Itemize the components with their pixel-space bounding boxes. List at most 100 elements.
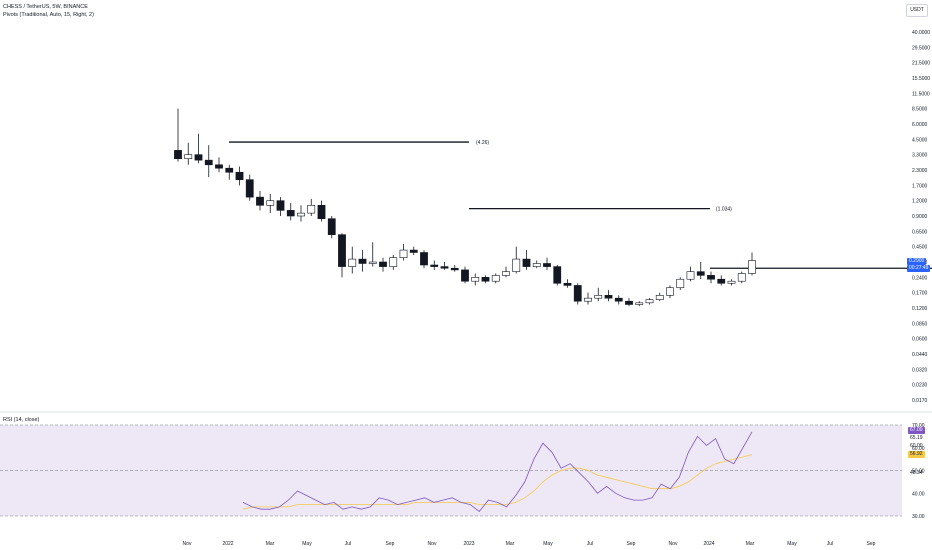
x-axis-tick: Mar	[266, 541, 275, 547]
candle-body	[245, 179, 254, 198]
x-axis-tick: May	[543, 541, 553, 547]
rsi-level-label: 65.19	[910, 435, 923, 441]
candle-body	[338, 234, 346, 267]
candle-body	[368, 261, 377, 264]
x-axis-tick: Jul	[345, 541, 351, 547]
candle-body	[737, 273, 746, 282]
candle-body	[491, 275, 500, 282]
candle-body	[184, 154, 193, 160]
x-axis-tick: Nov	[669, 541, 678, 547]
x-axis-tick: Nov	[183, 541, 192, 547]
pivot-label: (4.26)	[476, 140, 489, 146]
price-axis-tick: 0.1700	[912, 291, 928, 297]
x-axis-tick: Mar	[746, 541, 755, 547]
candle-body	[399, 249, 408, 258]
price-axis-tick: 11.5000	[912, 91, 930, 97]
indicator-title: Pivots (Traditional, Auto, 15, Right, 2)	[3, 12, 94, 18]
price-axis-tick: 0.0600	[912, 337, 928, 343]
candle-body	[512, 258, 521, 272]
x-axis-tick: May	[787, 541, 797, 547]
last-price-tag: 0.2900	[907, 258, 927, 265]
candle-body	[461, 269, 469, 282]
candle-body	[707, 275, 715, 280]
x-axis-tick: 2023	[463, 541, 474, 547]
candle-body	[522, 258, 531, 267]
rsi-axis-tick: 70.00	[912, 423, 925, 429]
candle-body	[717, 278, 726, 284]
candle-body	[204, 159, 213, 166]
candle-body	[266, 200, 275, 206]
candle-body	[389, 257, 398, 267]
x-axis-tick: Sep	[867, 541, 876, 547]
candle-body	[584, 297, 592, 302]
candle-body	[307, 205, 316, 214]
x-axis-tick: Jul	[827, 541, 833, 547]
candle-body	[635, 302, 644, 305]
x-axis-tick: Nov	[428, 541, 437, 547]
price-axis-tick: 4.5000	[912, 137, 928, 143]
candle-body	[594, 295, 603, 299]
candle-body	[481, 277, 490, 282]
candle-body	[696, 271, 705, 276]
candle-body	[502, 271, 510, 276]
candle-body	[348, 258, 357, 267]
pivot-label: (1.034)	[716, 207, 732, 213]
price-axis-tick: 40.0000	[912, 30, 930, 36]
price-axis-tick: 6.0000	[912, 122, 928, 128]
x-axis-tick: Sep	[627, 541, 636, 547]
candle-body	[174, 150, 182, 160]
price-axis-tick: 2.3000	[912, 168, 928, 174]
price-axis-tick: 0.0320	[912, 367, 928, 373]
price-axis-tick: 0.0230	[912, 383, 928, 389]
candle-body	[471, 277, 480, 282]
candle-body	[235, 171, 244, 180]
candle-body	[379, 261, 387, 267]
candle-body	[748, 260, 756, 274]
rsi-axis-tick: 60.00	[912, 446, 925, 452]
symbol-title: CHESS / TetherUS, 5W, BINANCE	[3, 4, 88, 10]
candle-body	[563, 282, 572, 286]
candle-body	[614, 297, 623, 302]
candle-body	[727, 280, 736, 284]
rsi-axis-tick: 50.00	[912, 469, 925, 475]
price-axis-tick: 1.2000	[912, 199, 928, 205]
candle-body	[194, 154, 203, 161]
price-axis-tick: 29.5000	[912, 45, 930, 51]
candle-body	[625, 300, 633, 305]
price-axis-tick: 0.0440	[912, 352, 928, 358]
price-axis-tick: 0.9000	[912, 214, 928, 220]
candle-body	[358, 258, 367, 264]
candle-body	[409, 249, 418, 253]
rsi-ma-line	[242, 454, 753, 510]
candle-body	[450, 267, 459, 271]
candle-body	[686, 271, 695, 280]
price-axis-tick: 15.5000	[912, 76, 930, 82]
candle-body	[543, 263, 551, 267]
price-axis-tick: 0.4500	[912, 245, 928, 251]
rsi-ma-tag: 56.92	[908, 451, 925, 458]
x-axis-tick: Sep	[386, 541, 395, 547]
candle-body	[604, 295, 613, 299]
rsi-axis-tick: 40.00	[912, 491, 925, 497]
x-axis-tick: May	[302, 541, 312, 547]
rsi-value-tag: 67.00	[908, 427, 925, 434]
price-axis-tick: 3.3000	[912, 153, 928, 159]
x-axis-tick: 2022	[222, 541, 233, 547]
price-axis-tick: 21.5000	[912, 61, 930, 67]
x-axis-tick: 2024	[703, 541, 714, 547]
candle-body	[317, 205, 326, 219]
candle-body	[532, 263, 541, 267]
candle-body	[327, 218, 336, 235]
price-axis-tick: 1.7000	[912, 183, 928, 189]
price-axis-tick: 0.0850	[912, 321, 928, 327]
price-axis-tick: 0.2400	[912, 275, 928, 281]
candle-body	[573, 285, 582, 302]
candle-body	[553, 266, 562, 284]
price-axis-tick: 0.6500	[912, 229, 928, 235]
x-axis-tick: Mar	[506, 541, 515, 547]
candle-body	[430, 264, 439, 267]
candle-body	[297, 212, 305, 217]
price-axis-tick: 0.0170	[912, 398, 928, 404]
currency-button[interactable]: USDT	[906, 4, 928, 17]
